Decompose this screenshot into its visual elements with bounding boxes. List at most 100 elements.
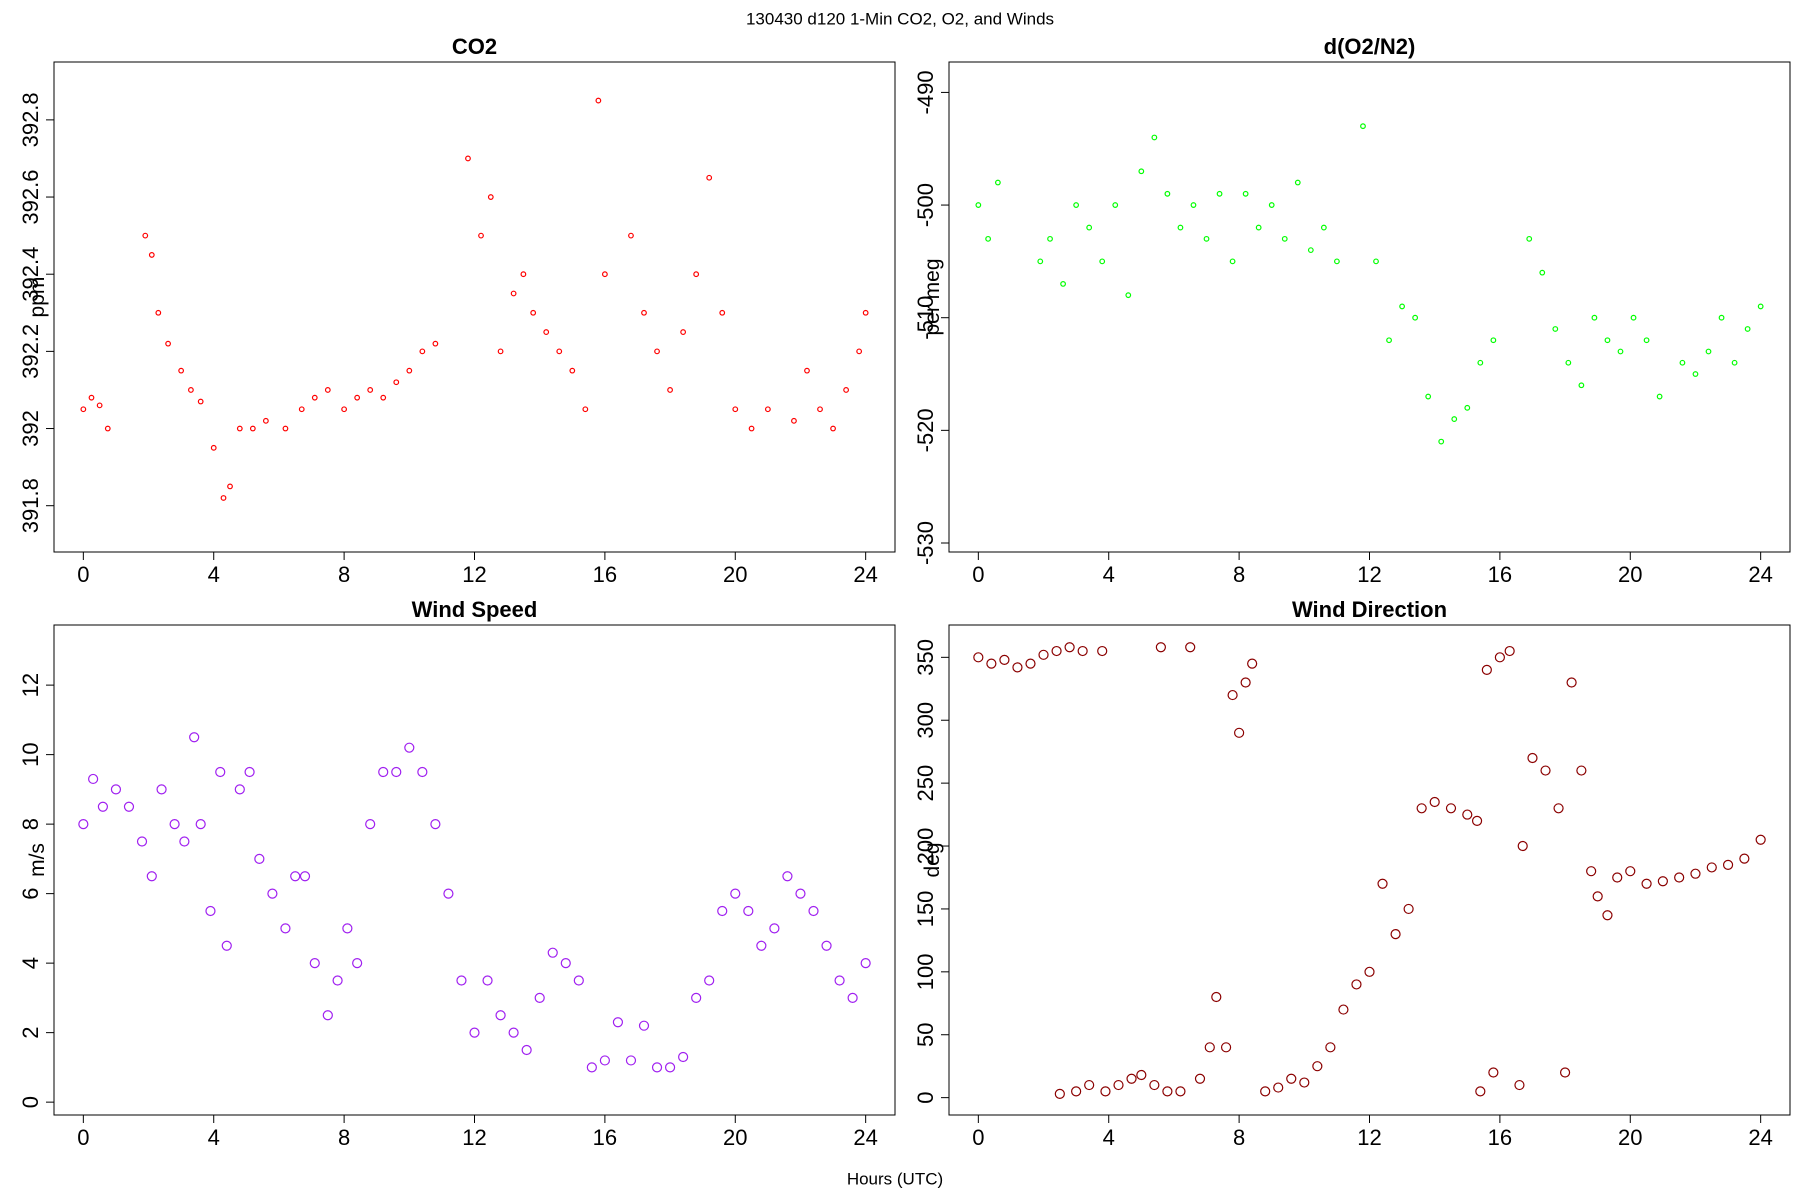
y-tick-label: 0 [18,1096,43,1108]
data-point [1657,876,1668,887]
data-point [560,958,571,969]
data-point [104,425,111,432]
data-point [1517,840,1528,852]
x-tick-label: 20 [1618,1125,1642,1150]
y-tick-label: 391.8 [18,478,43,533]
panel-title: Wind Speed [412,597,538,622]
data-point [1038,649,1049,660]
y-tick-label: 10 [18,742,43,766]
data-point [1216,190,1223,197]
data-point [1211,991,1222,1003]
data-point [1112,202,1119,208]
data-point [1281,235,1288,242]
data-point [136,836,148,847]
data-point [1477,359,1484,366]
data-point [1325,1042,1336,1053]
x-tick-label: 24 [1748,1125,1772,1150]
x-tick-label: 0 [77,1125,89,1150]
data-point [1744,326,1751,332]
data-point [406,367,413,374]
data-point [298,406,305,413]
data-point [1351,979,1362,990]
data-point [221,940,232,951]
data-point [791,417,797,424]
x-tick-label: 8 [338,1125,350,1150]
data-point [282,425,289,432]
data-point [601,271,608,278]
data-point [1674,872,1685,883]
data-point [1643,337,1650,344]
plot-frame [53,624,896,1116]
data-point [1242,190,1249,197]
data-point [1025,658,1036,669]
y-tick-label: 392 [18,410,43,447]
data-point [1692,371,1699,377]
y-tick-label: 12 [18,673,43,697]
data-point [123,801,135,812]
data-point [843,387,850,393]
panel: Wind Direction deg 0 4 8 12 16 20 24 0 50 100 150 200… [913,597,1791,1150]
data-point [1464,404,1471,411]
data-point [1526,235,1533,242]
data-point [178,367,185,374]
data-point [465,155,471,162]
data-point [1190,202,1197,208]
data-point [520,271,527,278]
data-point [1514,1079,1525,1091]
data-point [804,367,810,374]
data-point [985,235,992,242]
data-point [730,888,741,899]
data-point [1490,337,1497,344]
data-point [1273,1082,1284,1093]
data-point [380,394,387,401]
data-point [1722,859,1734,871]
y-tick-label: 392.4 [18,247,43,302]
data-point [378,766,389,778]
data-point [195,819,206,830]
data-point [975,202,982,208]
data-point [1540,765,1551,776]
data-point [756,940,767,951]
data-point [1566,677,1577,688]
x-tick-label: 24 [853,562,877,587]
data-point [1234,727,1245,738]
figure-title: 130430 d120 1-Min CO2, O2, and Winds [746,9,1054,28]
data-point [704,975,715,986]
data-point [311,394,318,401]
y-tick-label: 100 [913,953,938,990]
y-tick-label: -490 [913,70,938,114]
data-point [999,654,1010,665]
data-point [197,398,204,405]
panel-title: d(O2/N2) [1324,34,1416,59]
data-point [994,179,1001,186]
data-point [1162,1086,1173,1097]
data-point [678,1051,689,1063]
x-tick-label: 0 [77,562,89,587]
data-point [341,406,348,413]
data-point [352,958,363,969]
data-point [1136,1069,1147,1081]
x-tick-label: 16 [1488,562,1512,587]
data-point [1299,1077,1310,1088]
data-point [862,309,869,316]
x-tick-label: 16 [593,562,617,587]
x-tick-label: 16 [593,1125,617,1150]
y-tick-label: 0 [913,1092,938,1104]
data-point [1553,803,1564,814]
data-point [419,348,426,355]
data-point [1690,868,1701,879]
data-point [651,1062,663,1073]
y-tick-label: -500 [913,183,938,227]
y-axis-label: deg [921,842,944,877]
data-point [1194,1073,1206,1084]
data-point [1071,1086,1082,1097]
data-point [808,905,819,917]
x-tick-label: 4 [208,562,220,587]
data-point [1268,202,1275,208]
data-point [430,819,441,830]
data-point [432,340,439,347]
x-tick-label: 8 [1233,562,1245,587]
x-tick-label: 20 [1618,562,1642,587]
data-point [1054,1088,1065,1099]
y-tick-label: -520 [913,408,938,452]
